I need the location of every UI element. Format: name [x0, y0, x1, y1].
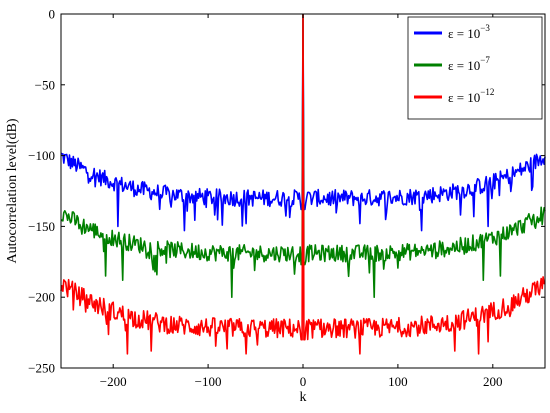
y-tick-label: −50: [35, 77, 55, 92]
x-tick-label: 0: [300, 374, 307, 389]
series-line-0: [60, 13, 546, 232]
y-tick-label: −100: [28, 148, 55, 163]
x-ticks: −200 −100 0 100 200: [100, 14, 503, 389]
series-line-1: [60, 13, 546, 298]
series-line-2: [60, 13, 546, 355]
x-tick-label: 200: [483, 374, 503, 389]
legend-label-0: ε = 10−3: [448, 23, 490, 41]
y-tick-label: −200: [28, 290, 55, 305]
legend-label-1: ε = 10−7: [448, 55, 490, 73]
legend: ε = 10−3ε = 10−7ε = 10−12: [407, 16, 543, 120]
legend-label-base: ε = 10: [448, 26, 480, 41]
y-tick-label: −150: [28, 219, 55, 234]
legend-label-2: ε = 10−12: [448, 87, 494, 105]
x-tick-label: −100: [195, 374, 222, 389]
x-axis-label: k: [300, 390, 307, 405]
legend-label-exponent: −3: [480, 23, 490, 33]
x-tick-label: 100: [388, 374, 408, 389]
legend-label-exponent: −12: [480, 87, 494, 97]
y-ticks: 0 −50 −100 −150 −200 −250: [28, 7, 545, 376]
legend-label-exponent: −7: [480, 55, 490, 65]
y-tick-label: 0: [49, 7, 56, 22]
series-layer: [60, 13, 546, 355]
y-tick-label: −250: [28, 361, 55, 376]
y-axis-label: Autocorrelation level(dB): [5, 118, 20, 263]
x-tick-label: −200: [100, 374, 127, 389]
legend-label-base: ε = 10: [448, 90, 480, 105]
legend-label-base: ε = 10: [448, 58, 480, 73]
